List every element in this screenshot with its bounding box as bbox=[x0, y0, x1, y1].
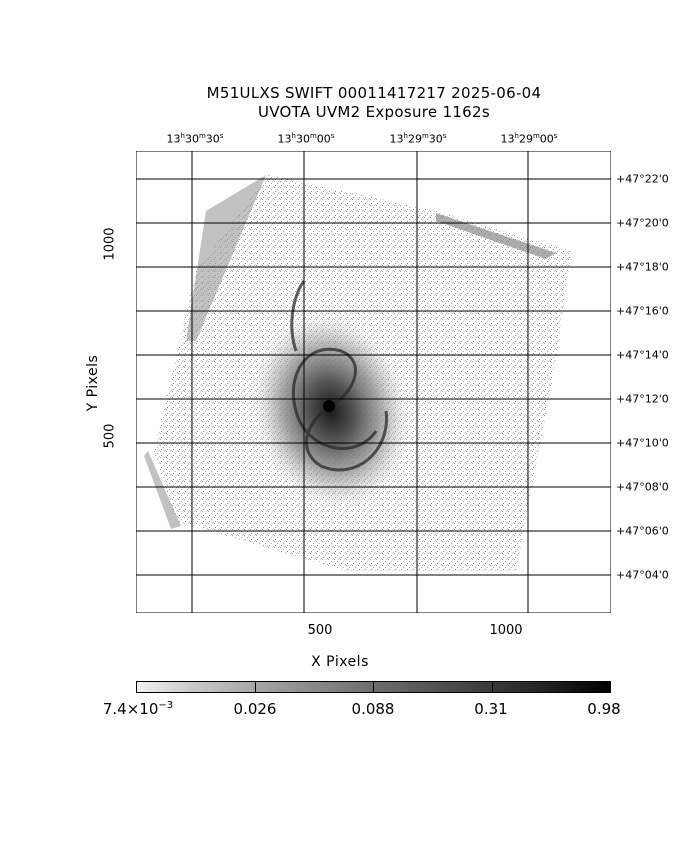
x-tick-label: 1000 bbox=[489, 623, 523, 638]
exposure-subtitle: UVOTA UVM2 Exposure 1162s bbox=[257, 103, 490, 121]
dec-label: +47°04'0 bbox=[616, 568, 669, 582]
dec-label: +47°22'0 bbox=[616, 172, 669, 186]
colorbar-label: 0.31 bbox=[474, 700, 508, 718]
dec-label: +47°20'0 bbox=[616, 216, 669, 230]
edge-band bbox=[186, 175, 266, 341]
galaxy-core bbox=[323, 400, 335, 412]
image-title: M51ULXS SWIFT 00011417217 2025-06-04 bbox=[206, 84, 542, 102]
dec-label: +47°08'0 bbox=[616, 480, 669, 494]
uvot-image bbox=[135, 150, 612, 614]
colorbar-max-label: 0.98 bbox=[587, 700, 621, 718]
ra-label: 13h30m30s bbox=[166, 132, 224, 146]
colorbar-label: 0.026 bbox=[233, 700, 277, 718]
edge-band bbox=[436, 213, 556, 259]
dec-label: +47°12'0 bbox=[616, 392, 669, 406]
colorbar-label: 0.088 bbox=[351, 700, 395, 718]
x-axis-label: X Pixels bbox=[311, 654, 369, 670]
edge-band bbox=[144, 451, 181, 529]
colorbar bbox=[136, 681, 611, 693]
colorbar-min-label: 7.4×10−3 bbox=[102, 700, 174, 718]
y-axis-label: Y Pixels bbox=[85, 354, 101, 412]
dec-label: +47°16'0 bbox=[616, 304, 669, 318]
dec-label: +47°18'0 bbox=[616, 260, 669, 274]
dec-label: +47°06'0 bbox=[616, 524, 669, 538]
ra-label: 13h29m00s bbox=[500, 132, 558, 146]
x-tick-label: 500 bbox=[307, 623, 333, 638]
y-tick-label: 1000 bbox=[102, 227, 118, 261]
ra-label: 13h29m30s bbox=[389, 132, 447, 146]
dec-label: +47°10'0 bbox=[616, 436, 669, 450]
dec-label: +47°14'0 bbox=[616, 348, 669, 362]
ra-label: 13h30m00s bbox=[277, 132, 335, 146]
spiral-arms bbox=[290, 280, 388, 472]
y-tick-label: 500 bbox=[102, 423, 118, 449]
